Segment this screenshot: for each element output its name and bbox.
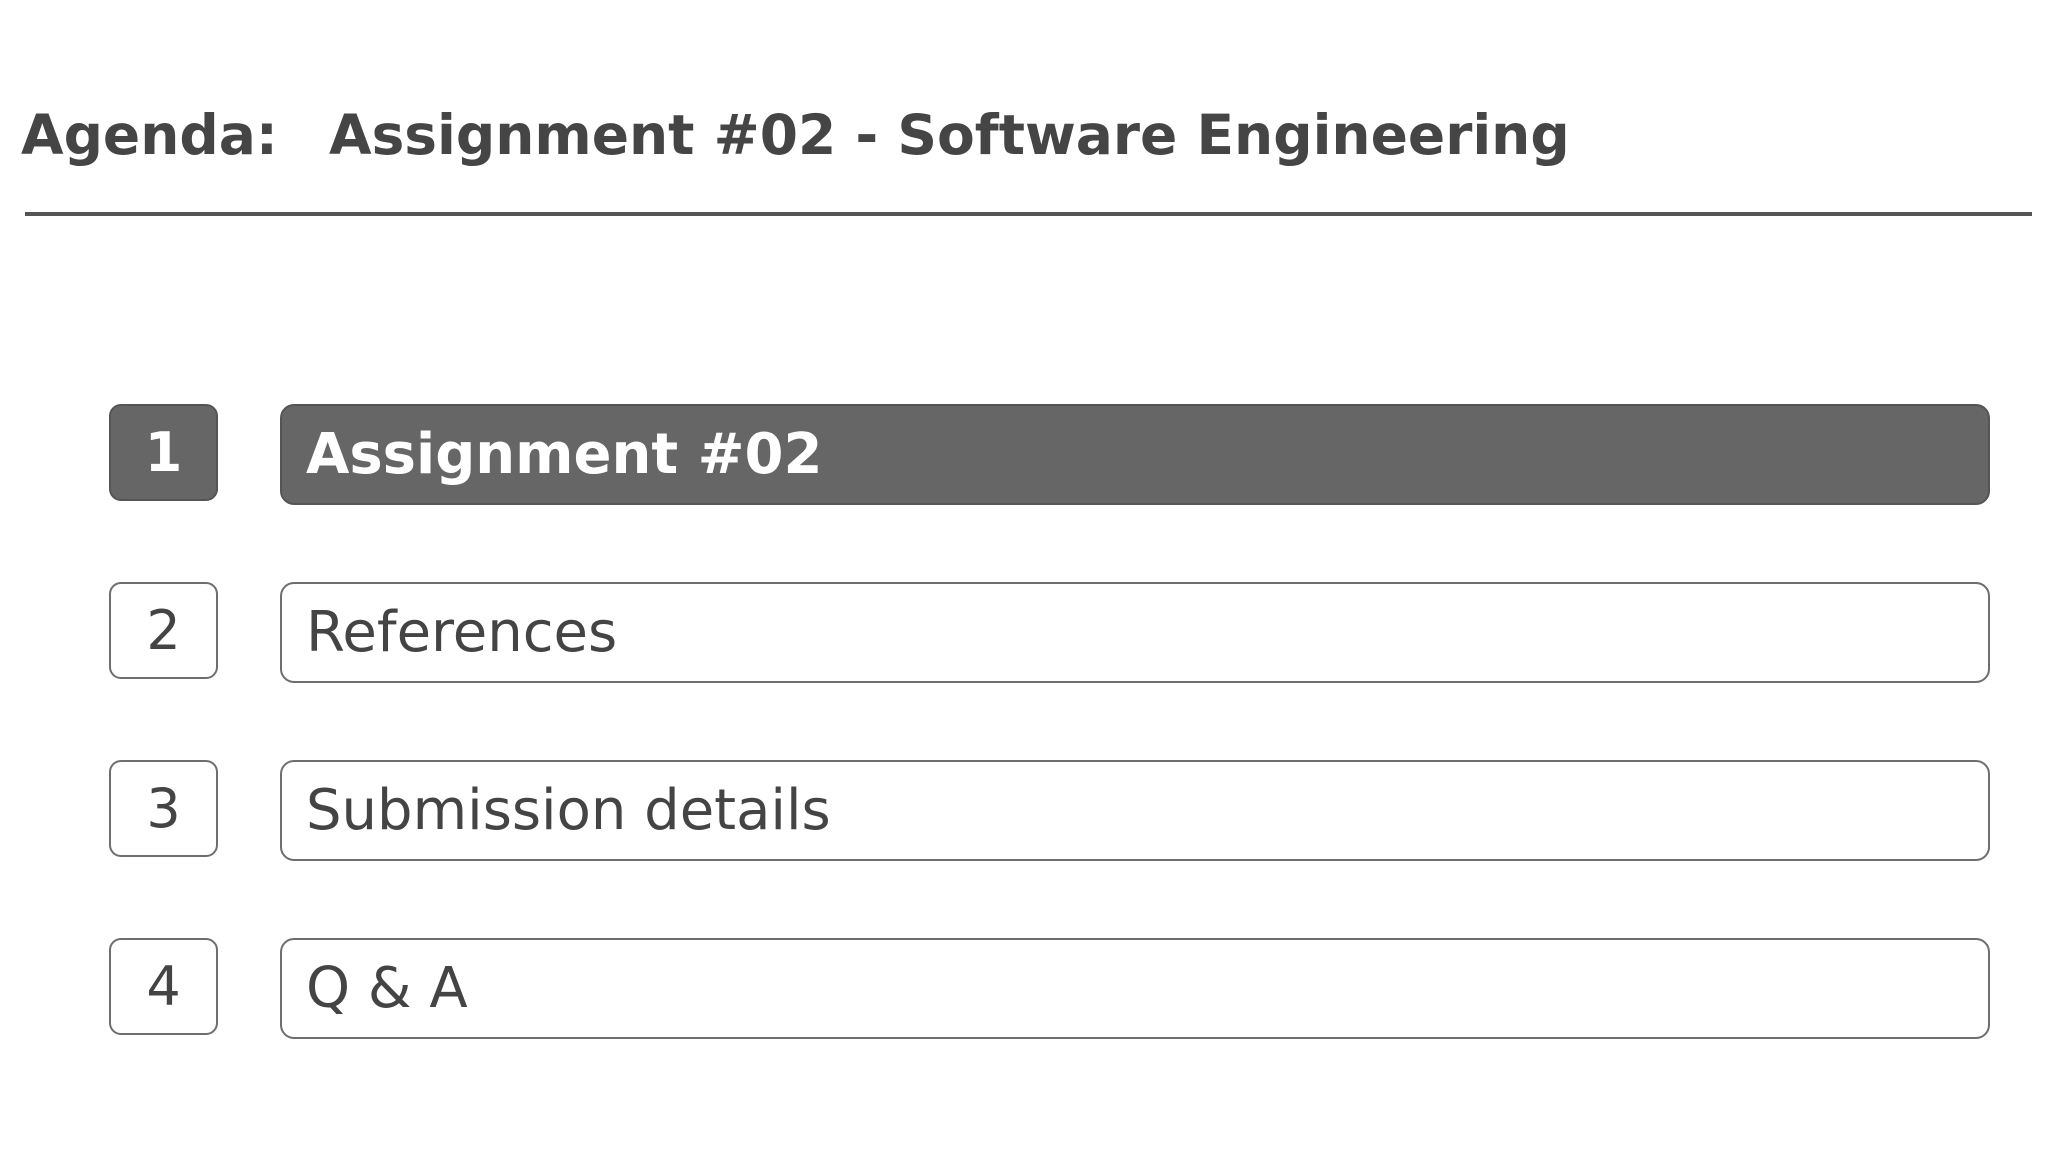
header-divider xyxy=(25,212,2032,216)
agenda-item-q-and-a[interactable]: 4 Q & A xyxy=(109,938,1990,1039)
slide-header: Agenda: Assignment #02 - Software Engine… xyxy=(21,95,1570,175)
agenda-item-number: 2 xyxy=(109,582,218,679)
agenda-item-label: References xyxy=(280,582,1990,683)
agenda-item-submission-details[interactable]: 3 Submission details xyxy=(109,760,1990,861)
slide-title: Assignment #02 - Software Engineering xyxy=(329,103,1570,167)
agenda-item-number: 1 xyxy=(109,404,218,501)
agenda-item-label: Assignment #02 xyxy=(280,404,1990,505)
agenda-item-label: Submission details xyxy=(280,760,1990,861)
agenda-item-references[interactable]: 2 References xyxy=(109,582,1990,683)
agenda-item-assignment[interactable]: 1 Assignment #02 xyxy=(109,404,1990,505)
agenda-item-number: 4 xyxy=(109,938,218,1035)
agenda-label: Agenda: xyxy=(21,103,278,167)
agenda-item-number: 3 xyxy=(109,760,218,857)
agenda-item-label: Q & A xyxy=(280,938,1990,1039)
